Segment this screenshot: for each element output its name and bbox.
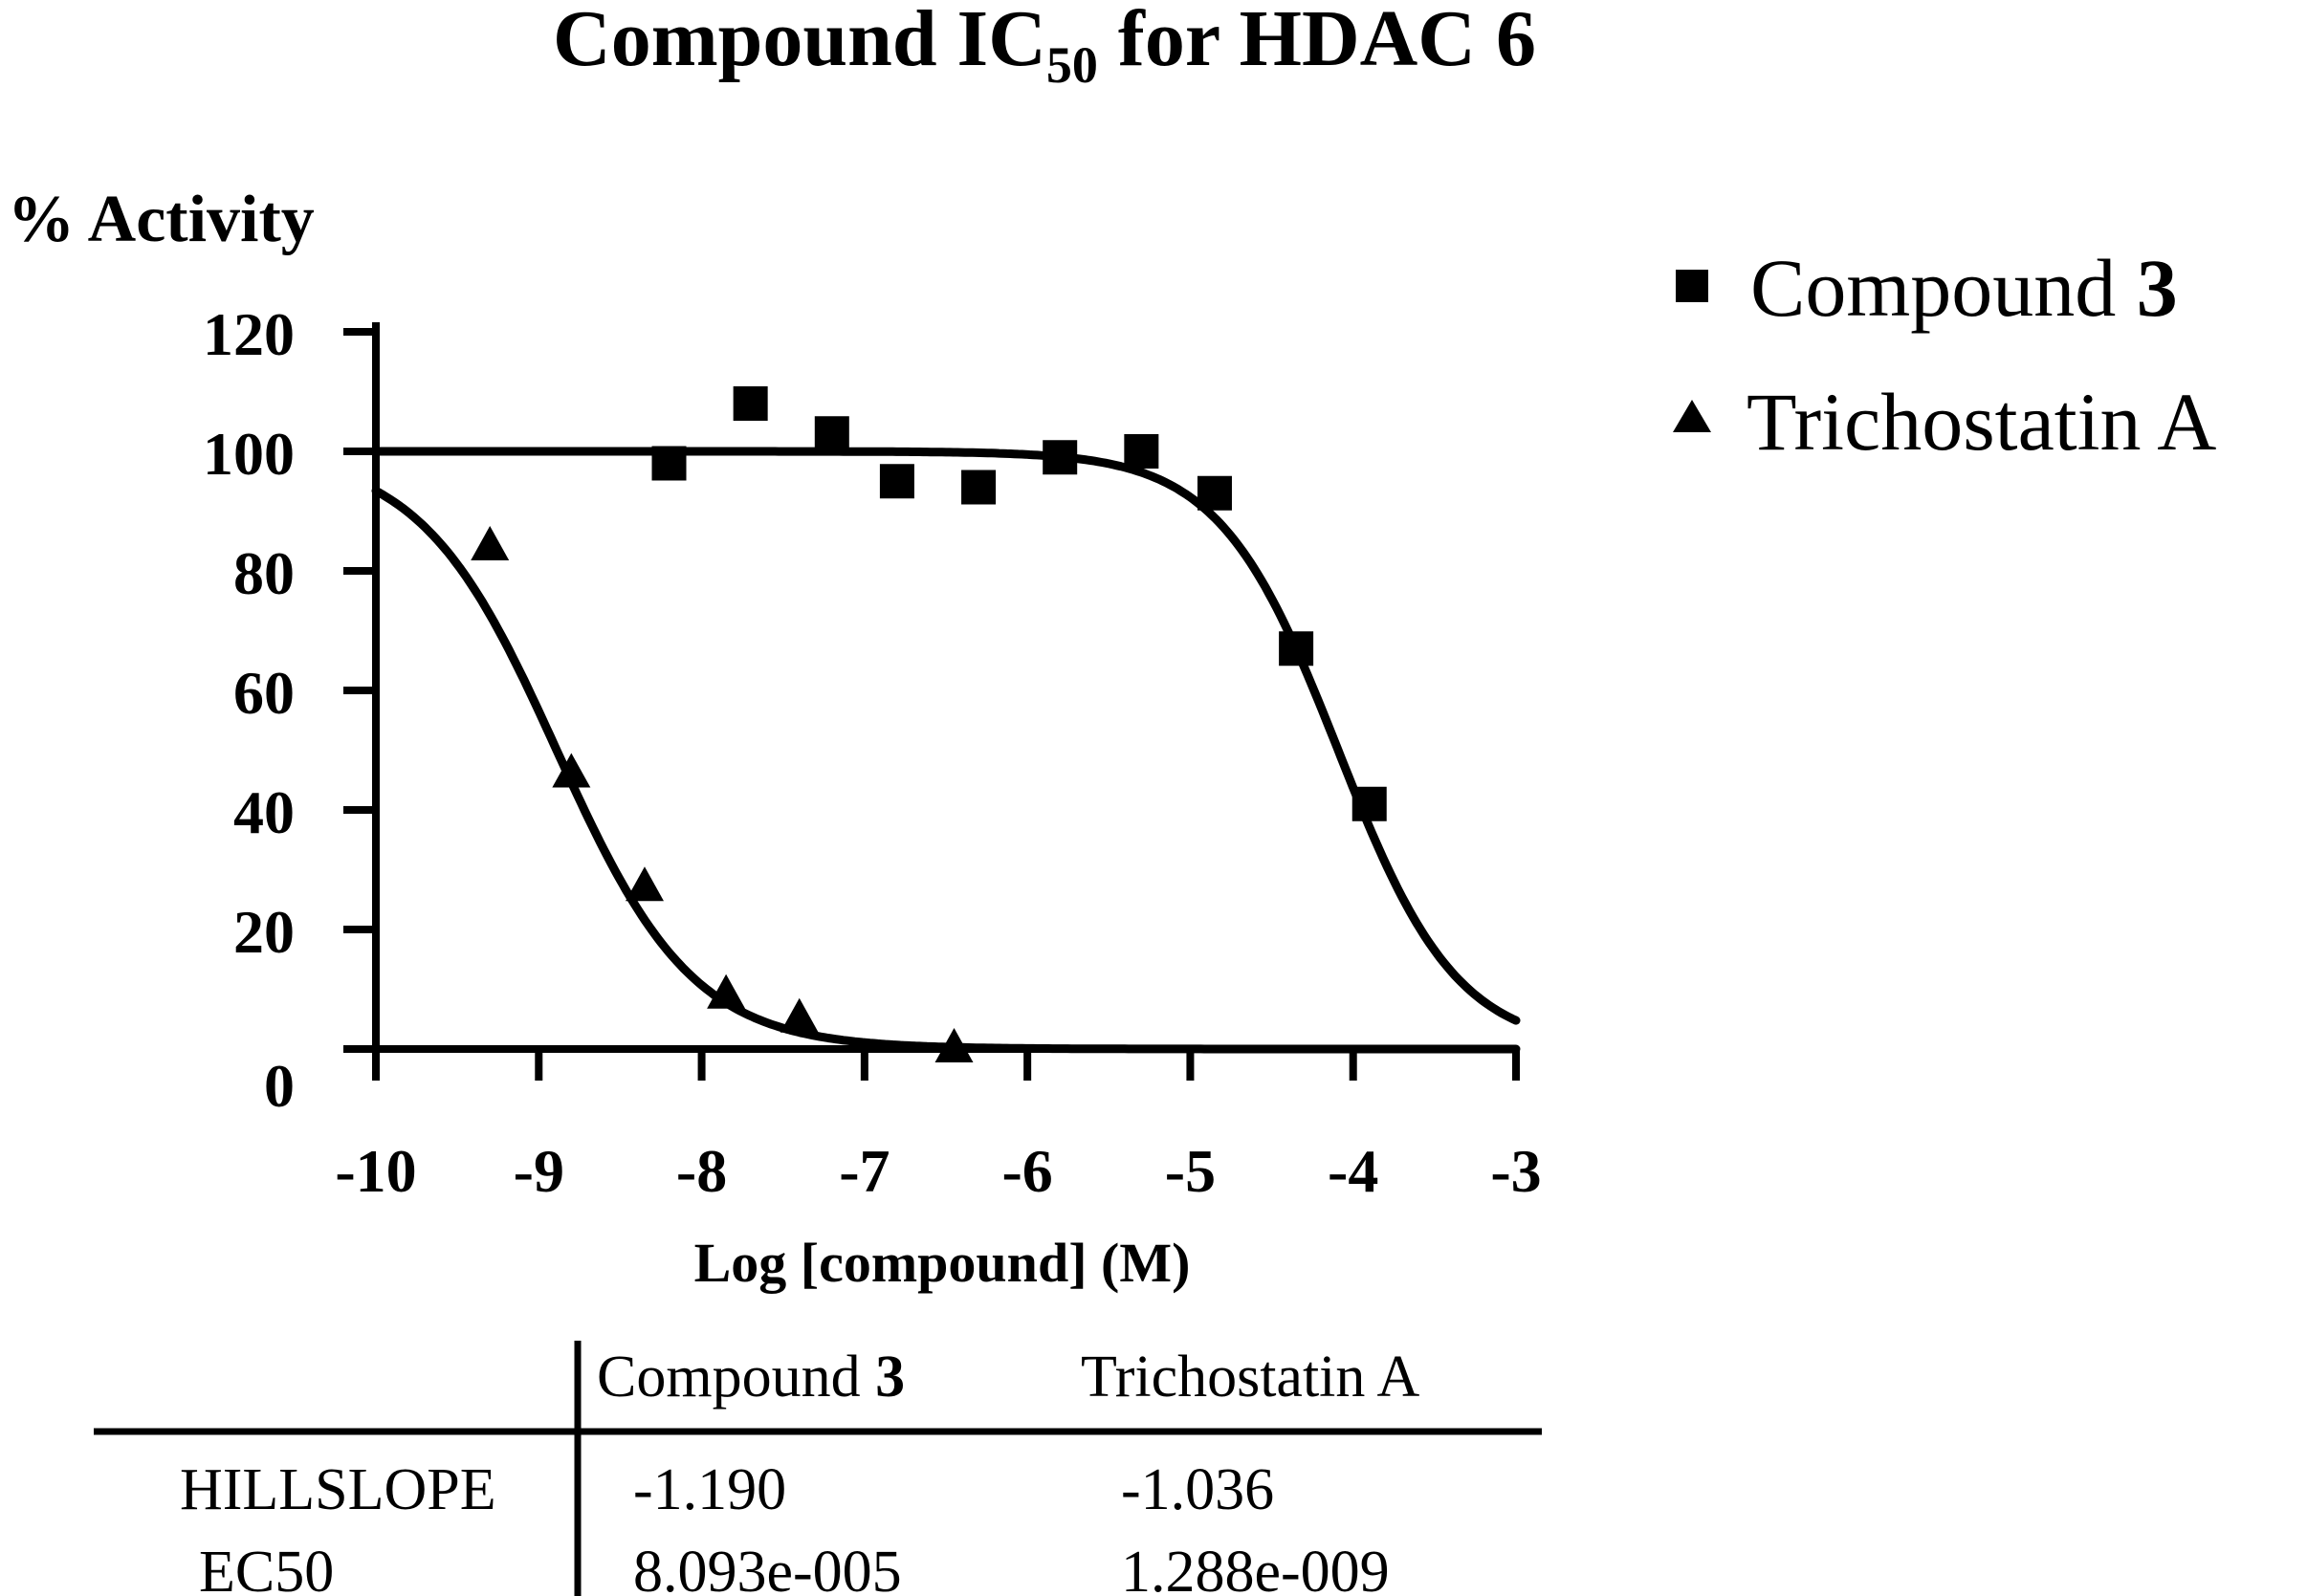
table-cell-hillslope-compound-3: -1.190: [633, 1457, 786, 1522]
y-tick-label: 40: [233, 778, 295, 846]
chart-title-subscript: 50: [1046, 36, 1098, 94]
compound-3-point: [1197, 475, 1232, 511]
trichostatin-a-point: [707, 973, 746, 1009]
fit-curve-compound-3: [371, 447, 1521, 1025]
compound-3-point: [814, 416, 849, 451]
compound-3-point: [733, 386, 768, 421]
y-axis-label: % Activity: [8, 183, 315, 256]
chart-title-prefix: Compound IC: [553, 0, 1046, 83]
x-tick-label: -4: [1328, 1137, 1378, 1205]
trichostatin-a-point: [471, 526, 510, 560]
chart-title: Compound IC50 for HDAC 6: [553, 0, 1536, 94]
table-row-label-ec50: EC50: [199, 1540, 334, 1596]
x-axis-label: Log [compound] (M): [694, 1232, 1191, 1294]
table-header-compound-3-text: Compound: [597, 1345, 875, 1410]
compound-3-point: [651, 446, 687, 481]
compound-3-point: [1279, 631, 1314, 667]
table-cell-ec50-trichostatin-a: 1.288e-009: [1121, 1540, 1390, 1596]
table-row-label-hillslope: HILLSLOPE: [180, 1457, 496, 1522]
x-tick-label: -8: [676, 1137, 727, 1205]
parameter-table: Compound 3 Trichostatin A HILLSLOPE -1.1…: [94, 1341, 1542, 1596]
legend-label-trichostatin-a: Trichostatin A: [1747, 376, 2216, 468]
compound-3-point: [879, 464, 914, 499]
fit-curves: [371, 447, 1521, 1054]
y-tick-label: 60: [233, 659, 295, 727]
trichostatin-a-point: [934, 1028, 974, 1062]
x-tick-label: -6: [1001, 1137, 1052, 1205]
compound-3-point: [1043, 440, 1078, 475]
y-tick-label: 120: [203, 300, 295, 368]
y-ticks: 0 20 40 60 80 100 120: [203, 300, 376, 1120]
y-tick-label: 20: [233, 898, 295, 966]
x-tick-label: -7: [839, 1137, 890, 1205]
table-cell-hillslope-trichostatin-a: -1.036: [1121, 1457, 1274, 1522]
y-tick-label: 0: [264, 1052, 295, 1120]
x-tick-label: -10: [335, 1137, 416, 1205]
legend-label-compound-3-text: Compound: [1750, 242, 2137, 334]
chart-title-suffix: for HDAC 6: [1098, 0, 1536, 83]
trichostatin-a-point: [780, 997, 819, 1033]
trichostatin-a-point: [552, 753, 591, 788]
x-ticks: -10 -9 -8 -7 -6 -5 -4 -3: [335, 1049, 1542, 1205]
x-tick-label: -9: [514, 1137, 564, 1205]
data-points: [471, 386, 1387, 1062]
legend-triangle-marker: [1673, 400, 1711, 432]
x-tick-label: -5: [1165, 1137, 1216, 1205]
legend-item-compound-3: Compound 3: [1676, 242, 2178, 334]
y-tick-label: 100: [203, 420, 295, 488]
axes: [343, 322, 1516, 1053]
compound-3-point: [1351, 786, 1387, 821]
legend-square-marker: [1676, 270, 1708, 302]
table-header-compound-3-number: 3: [875, 1345, 905, 1410]
x-tick-label: -3: [1490, 1137, 1541, 1205]
table-header-trichostatin-a: Trichostatin A: [1081, 1345, 1419, 1410]
table-header-compound-3: Compound 3: [597, 1345, 905, 1410]
legend: Compound 3 Trichostatin A: [1673, 242, 2216, 468]
compound-3-point: [961, 470, 997, 505]
table-cell-ec50-compound-3: 8.093e-005: [633, 1540, 902, 1596]
legend-label-compound-3: Compound 3: [1750, 242, 2178, 334]
legend-label-compound-3-number: 3: [2137, 242, 2178, 334]
trichostatin-a-point: [625, 866, 664, 902]
y-tick-label: 80: [233, 539, 295, 607]
compound-3-point: [1124, 434, 1159, 469]
legend-item-trichostatin-a: Trichostatin A: [1673, 376, 2216, 468]
